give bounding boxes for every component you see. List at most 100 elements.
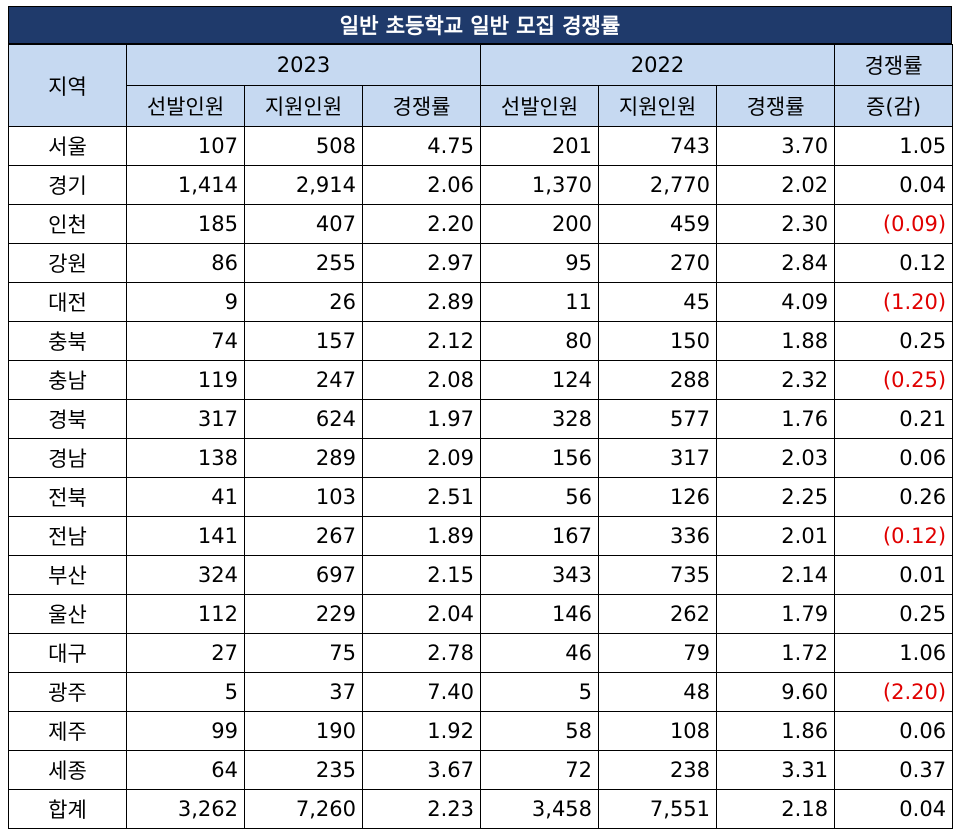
selected-2023-cell: 27 xyxy=(126,633,245,673)
ratio-2022-cell: 2.84 xyxy=(716,243,836,283)
ratio-2023-cell: 2.09 xyxy=(361,438,482,478)
applicants-2023-cell: 157 xyxy=(244,321,363,361)
header-applicants-2022: 지원인원 xyxy=(598,85,718,127)
selected-2022-cell: 46 xyxy=(480,633,600,673)
applicants-2022-cell: 79 xyxy=(598,633,718,673)
applicants-2022-cell: 150 xyxy=(598,321,718,361)
ratio-2023-cell: 2.06 xyxy=(361,165,482,205)
header-selected-2022: 선발인원 xyxy=(480,85,600,127)
selected-2022-cell: 167 xyxy=(480,516,600,556)
ratio-2022-cell: 1.88 xyxy=(716,321,836,361)
table-row: 충북 74 157 2.12 80 150 1.88 0.25 xyxy=(8,321,954,361)
applicants-2023-cell: 7,260 xyxy=(244,789,363,829)
selected-2022-cell: 5 xyxy=(480,672,600,712)
table-row: 세종 64 235 3.67 72 238 3.31 0.37 xyxy=(8,750,954,790)
applicants-2023-cell: 247 xyxy=(244,360,363,400)
applicants-2023-cell: 26 xyxy=(244,282,363,322)
header-diff-line2: 증(감) xyxy=(834,85,954,127)
table-row: 경기 1,414 2,914 2.06 1,370 2,770 2.02 0.04 xyxy=(8,165,954,205)
table-row: 서울 107 508 4.75 201 743 3.70 1.05 xyxy=(8,126,954,166)
diff-cell: 1.06 xyxy=(834,633,954,673)
ratio-2023-cell: 2.15 xyxy=(361,555,482,595)
ratio-2022-cell: 2.02 xyxy=(716,165,836,205)
region-cell: 경북 xyxy=(8,399,127,439)
diff-cell: 0.25 xyxy=(834,594,954,634)
applicants-2023-cell: 2,914 xyxy=(244,165,363,205)
region-cell: 전남 xyxy=(8,516,127,556)
region-cell: 부산 xyxy=(8,555,127,595)
table-row: 대전 9 26 2.89 11 45 4.09 (1.20) xyxy=(8,282,954,322)
diff-cell: (0.12) xyxy=(834,516,954,556)
applicants-2023-cell: 255 xyxy=(244,243,363,283)
selected-2023-cell: 99 xyxy=(126,711,245,751)
diff-cell: 0.04 xyxy=(834,165,954,205)
ratio-2023-cell: 2.08 xyxy=(361,360,482,400)
table-row: 대구 27 75 2.78 46 79 1.72 1.06 xyxy=(8,633,954,673)
diff-cell: (2.20) xyxy=(834,672,954,712)
ratio-2022-cell: 4.09 xyxy=(716,282,836,322)
selected-2023-cell: 138 xyxy=(126,438,245,478)
region-cell: 세종 xyxy=(8,750,127,790)
ratio-2023-cell: 7.40 xyxy=(361,672,482,712)
table-row: 충남 119 247 2.08 124 288 2.32 (0.25) xyxy=(8,360,954,400)
diff-cell: (0.09) xyxy=(834,204,954,244)
competition-rate-sheet: 일반 초등학교 일반 모집 경쟁률 지역 2023 2022 경쟁률 선발인원 … xyxy=(8,6,954,829)
selected-2022-cell: 58 xyxy=(480,711,600,751)
ratio-2023-cell: 2.78 xyxy=(361,633,482,673)
selected-2022-cell: 343 xyxy=(480,555,600,595)
ratio-2023-cell: 2.51 xyxy=(361,477,482,517)
applicants-2022-cell: 262 xyxy=(598,594,718,634)
selected-2023-cell: 185 xyxy=(126,204,245,244)
selected-2022-cell: 11 xyxy=(480,282,600,322)
selected-2022-cell: 80 xyxy=(480,321,600,361)
applicants-2023-cell: 235 xyxy=(244,750,363,790)
selected-2023-cell: 74 xyxy=(126,321,245,361)
header-year-2023: 2023 xyxy=(125,44,482,86)
ratio-2023-cell: 4.75 xyxy=(361,126,482,166)
region-cell: 대전 xyxy=(8,282,127,322)
selected-2023-cell: 107 xyxy=(126,126,245,166)
ratio-2022-cell: 2.03 xyxy=(716,438,836,478)
applicants-2022-cell: 2,770 xyxy=(598,165,718,205)
header-applicants-2023: 지원인원 xyxy=(244,85,363,127)
selected-2023-cell: 1,414 xyxy=(126,165,245,205)
selected-2022-cell: 124 xyxy=(480,360,600,400)
diff-cell: (1.20) xyxy=(834,282,954,322)
applicants-2022-cell: 317 xyxy=(598,438,718,478)
diff-cell: 0.21 xyxy=(834,399,954,439)
diff-cell: 0.12 xyxy=(834,243,954,283)
applicants-2022-cell: 459 xyxy=(598,204,718,244)
applicants-2022-cell: 743 xyxy=(598,126,718,166)
selected-2023-cell: 141 xyxy=(126,516,245,556)
region-cell: 충남 xyxy=(8,360,127,400)
applicants-2022-cell: 7,551 xyxy=(598,789,718,829)
applicants-2022-cell: 108 xyxy=(598,711,718,751)
applicants-2023-cell: 190 xyxy=(244,711,363,751)
region-cell: 경기 xyxy=(8,165,127,205)
ratio-2022-cell: 1.79 xyxy=(716,594,836,634)
ratio-2022-cell: 9.60 xyxy=(716,672,836,712)
ratio-2022-cell: 1.76 xyxy=(716,399,836,439)
applicants-2023-cell: 697 xyxy=(244,555,363,595)
table-row: 제주 99 190 1.92 58 108 1.86 0.06 xyxy=(8,711,954,751)
selected-2022-cell: 3,458 xyxy=(480,789,600,829)
applicants-2023-cell: 75 xyxy=(244,633,363,673)
selected-2022-cell: 328 xyxy=(480,399,600,439)
table-title: 일반 초등학교 일반 모집 경쟁률 xyxy=(8,6,952,44)
ratio-2023-cell: 1.89 xyxy=(361,516,482,556)
applicants-2022-cell: 735 xyxy=(598,555,718,595)
selected-2023-cell: 324 xyxy=(126,555,245,595)
applicants-2023-cell: 37 xyxy=(244,672,363,712)
ratio-2023-cell: 3.67 xyxy=(361,750,482,790)
region-cell: 인천 xyxy=(8,204,127,244)
competition-table: 지역 2023 2022 경쟁률 선발인원 지원인원 경쟁률 선발인원 지원인원… xyxy=(8,44,954,829)
region-cell: 제주 xyxy=(8,711,127,751)
selected-2022-cell: 56 xyxy=(480,477,600,517)
applicants-2023-cell: 407 xyxy=(244,204,363,244)
ratio-2022-cell: 1.72 xyxy=(716,633,836,673)
region-cell: 강원 xyxy=(8,243,127,283)
diff-cell: 0.06 xyxy=(834,711,954,751)
table-row: 강원 86 255 2.97 95 270 2.84 0.12 xyxy=(8,243,954,283)
selected-2023-cell: 5 xyxy=(126,672,245,712)
ratio-2022-cell: 3.70 xyxy=(716,126,836,166)
